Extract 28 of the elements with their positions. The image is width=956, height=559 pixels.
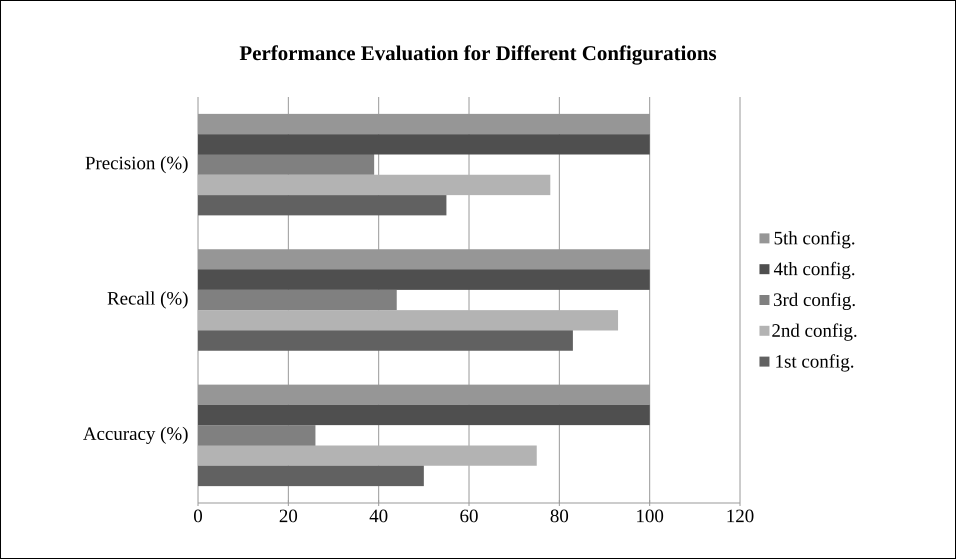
bar [198,330,573,351]
y-tick-label: Accuracy (%) [83,426,188,444]
bar [198,154,374,175]
x-tick-label: 20 [280,510,298,522]
bar [198,404,650,426]
bar [198,174,550,196]
bar [198,445,537,466]
legend-label: 3rd config. [774,292,855,310]
bar [198,310,618,330]
legend-label: 4th config. [774,262,854,280]
bar [198,195,446,216]
legend-label: 5th config. [774,230,854,248]
x-tick-label: 60 [460,510,478,522]
bar [198,425,316,446]
bar [198,290,397,310]
x-tick-label: 40 [370,510,388,522]
legend-label: 2nd config. [772,323,856,341]
x-tick-label: 0 [194,510,202,522]
y-tick-label: Precision (%) [85,156,188,174]
bar [198,134,650,155]
y-tick-label: Recall (%) [108,291,188,309]
bar [198,270,650,290]
chart-title: Performance Evaluation for Different Configurations [240,45,716,65]
legend-label: 1st config. [776,354,854,372]
bar [198,466,424,486]
x-tick-label: 120 [727,510,754,522]
x-tick-label: 80 [550,510,568,522]
x-tick-label: 100 [637,510,664,522]
